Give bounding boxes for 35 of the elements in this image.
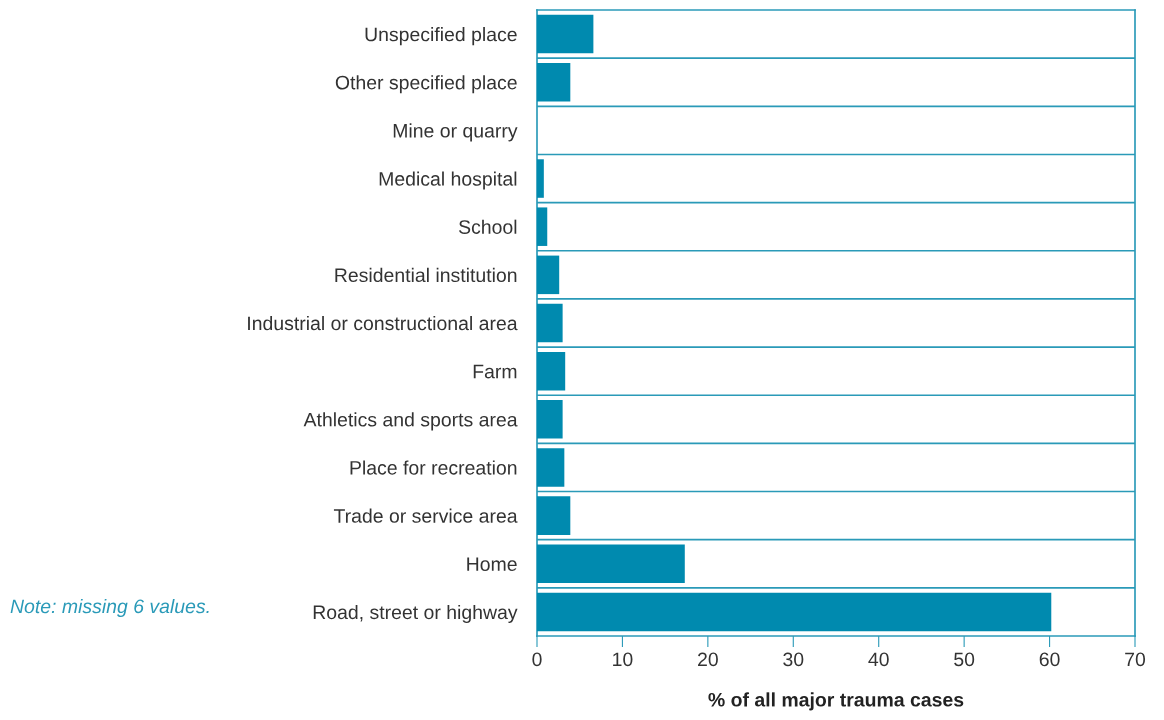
y-tick-label: Farm [473,364,517,379]
x-tick-label: 20 [698,652,718,667]
y-tick-label: Medical hospital [379,171,517,190]
text: Note: missing 6 values. [10,598,209,618]
y-tick-label: Residential institution [335,267,517,283]
x-tick-label: 60 [1039,652,1060,667]
x-tick-label: 30 [783,652,804,667]
y-tick-label: Industrial or constructional area [248,315,518,331]
y-tick-label: Athletics and sports area [303,412,518,431]
y-tick-label: Other specified place [335,75,517,94]
x-tick-label: 40 [868,652,889,667]
y-tick-label: Trade or service area [333,508,518,523]
bar [537,592,1052,632]
x-tick-label: 10 [613,652,633,667]
y-tick-label: Home [467,557,517,572]
bar [537,159,544,198]
y-tick-label: Road, street or highway [313,604,518,623]
x-axis-title: % of all major trauma cases [708,692,964,711]
bar [537,14,594,54]
x-tick-label: 0 [532,652,542,667]
y-tick-label: School [458,219,517,234]
y-tick-label: Mine or quarry [393,123,518,142]
bar [537,448,565,487]
bar [537,207,548,246]
bar [537,351,566,391]
y-tick-label: Place for recreation [350,460,517,475]
bar [537,303,563,343]
bar [537,255,560,295]
x-tick-label: 70 [1125,652,1146,667]
bar [537,496,571,535]
x-tick-label: 50 [954,652,975,667]
bar [537,400,563,439]
y-tick-label: Unspecified place [365,27,517,46]
bar [537,544,685,584]
bar [537,62,571,102]
